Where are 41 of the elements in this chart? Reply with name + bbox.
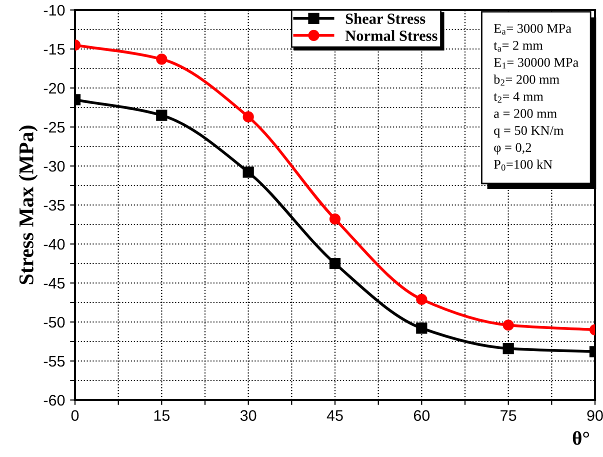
y-tick-label: -50 xyxy=(44,316,65,328)
x-tick-label: 0 xyxy=(71,410,79,421)
annotation: t$_{a}$= 2 mm xyxy=(494,40,543,52)
point xyxy=(329,258,341,270)
x-axis-title: θ° xyxy=(572,431,590,445)
y-tick-label: -35 xyxy=(44,200,65,211)
annotation: t$_{2}$= 4 mm xyxy=(494,92,544,103)
y-tick-label: -55 xyxy=(44,356,65,367)
y-tick-label: -20 xyxy=(44,82,65,94)
legend-label: Shear Stress xyxy=(346,13,426,24)
point xyxy=(242,111,254,122)
y-tick-label: -25 xyxy=(44,122,65,133)
x-tick-label: 30 xyxy=(240,410,256,421)
annotation: φ = 0,2 xyxy=(494,143,532,155)
x-tick-label: 15 xyxy=(154,410,170,421)
point xyxy=(156,110,168,121)
point xyxy=(416,294,428,305)
point xyxy=(502,342,514,354)
y-tick-label: -30 xyxy=(44,160,65,172)
x-tick-label: 45 xyxy=(326,410,343,421)
y-tick-label: -40 xyxy=(44,238,65,250)
point xyxy=(329,213,341,225)
point xyxy=(242,166,254,178)
point xyxy=(156,54,168,65)
annotation: q = 50 KN/m xyxy=(494,126,564,138)
annotation: b$_{2}$= 200 mm xyxy=(494,74,560,86)
y-tick-label: -10 xyxy=(44,4,65,16)
annotation: P$_{0}$=100 kN xyxy=(494,160,552,171)
x-tick-label: 75 xyxy=(500,410,516,421)
annotation: E$_{a}$= 3000 MPa xyxy=(494,24,572,35)
y-tick-label: -45 xyxy=(44,278,65,289)
y-tick-label: -15 xyxy=(44,44,65,55)
annotation: E$_{1}$= 30000 MPa xyxy=(494,58,578,69)
point xyxy=(502,320,514,331)
x-tick-label: 60 xyxy=(414,410,430,421)
y-axis-title: Stress Max (MPa) xyxy=(18,126,38,284)
annotation: a = 200 mm xyxy=(494,109,557,118)
point xyxy=(416,322,428,334)
y-tick-label: -60 xyxy=(44,394,65,406)
x-tick-label: 90 xyxy=(587,410,603,421)
legend-label: Normal Stress xyxy=(345,30,438,41)
